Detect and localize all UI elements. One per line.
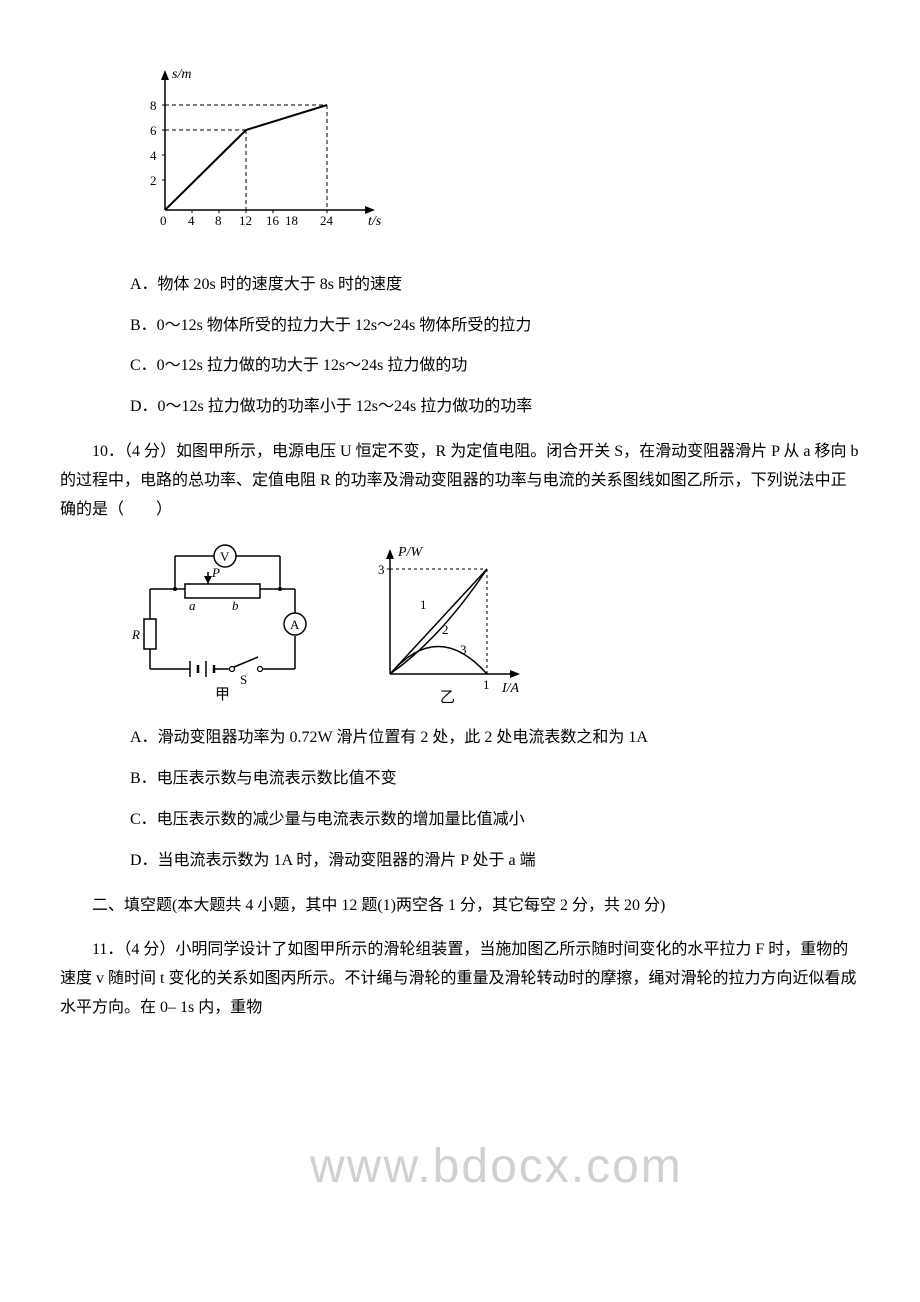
svg-text:V: V: [220, 549, 230, 564]
circuit-diagram: V P a b R S: [130, 544, 860, 704]
svg-text:t/s: t/s: [368, 214, 382, 229]
q10-option-a: A．滑动变阻器功率为 0.72W 滑片位置有 2 处，此 2 处电流表数之和为 …: [130, 724, 860, 753]
svg-text:P/W: P/W: [397, 545, 423, 560]
svg-text:P: P: [211, 565, 220, 580]
q10-option-b: B．电压表示数与电流表示数比值不变: [130, 765, 860, 794]
q9-option-b: B．0～12s 物体所受的拉力大于 12s～24s 物体所受的拉力: [130, 312, 860, 341]
section-2-header: 二、填空题(本大题共 4 小题，其中 12 题(1)两空各 1 分，其它每空 2…: [60, 892, 860, 921]
svg-text:16: 16: [266, 213, 280, 228]
q10-option-c: C．电压表示数的减少量与电流表示数的增加量比值减小: [130, 806, 860, 835]
watermark: www.bdocx.com: [310, 1124, 683, 1210]
question-10: 10．（4 分）如图甲所示，电源电压 U 恒定不变，R 为定值电阻。闭合开关 S…: [60, 438, 860, 524]
svg-text:2: 2: [442, 622, 449, 637]
svg-text:4: 4: [188, 213, 195, 228]
svg-text:4: 4: [150, 148, 157, 163]
q9-option-d: D．0～12s 拉力做功的功率小于 12s～24s 拉力做功的功率: [130, 393, 860, 422]
circuit-caption-right: 乙: [440, 690, 455, 704]
svg-text:a: a: [189, 598, 196, 613]
q9-option-c: C．0～12s 拉力做的功大于 12s～24s 拉力做的功: [130, 352, 860, 381]
svg-text:s/m: s/m: [172, 67, 191, 82]
svg-text:18: 18: [285, 213, 298, 228]
svg-text:R: R: [131, 627, 140, 642]
svg-text:I/A: I/A: [501, 681, 520, 696]
svg-text:2: 2: [150, 173, 157, 188]
svg-text:8: 8: [215, 213, 222, 228]
svg-text:1: 1: [420, 597, 427, 612]
svg-text:24: 24: [320, 213, 334, 228]
st-chart: s/m t/s 2 4 6 8 0 4 8 12 16 18 24: [130, 60, 860, 251]
svg-text:S: S: [240, 672, 247, 687]
svg-text:12: 12: [239, 213, 252, 228]
svg-text:1: 1: [483, 677, 490, 692]
svg-text:3: 3: [460, 642, 467, 657]
circuit-caption-left: 甲: [215, 687, 230, 703]
svg-text:A: A: [290, 617, 300, 632]
svg-text:8: 8: [150, 98, 157, 113]
q10-option-d: D．当电流表示数为 1A 时，滑动变阻器的滑片 P 处于 a 端: [130, 847, 860, 876]
svg-text:0: 0: [160, 213, 167, 228]
q9-option-a: A．物体 20s 时的速度大于 8s 时的速度: [130, 271, 860, 300]
svg-text:6: 6: [150, 123, 157, 138]
svg-text:b: b: [232, 598, 239, 613]
svg-text:3: 3: [378, 562, 385, 577]
question-11: 11．（4 分）小明同学设计了如图甲所示的滑轮组装置，当施加图乙所示随时间变化的…: [60, 936, 860, 1022]
